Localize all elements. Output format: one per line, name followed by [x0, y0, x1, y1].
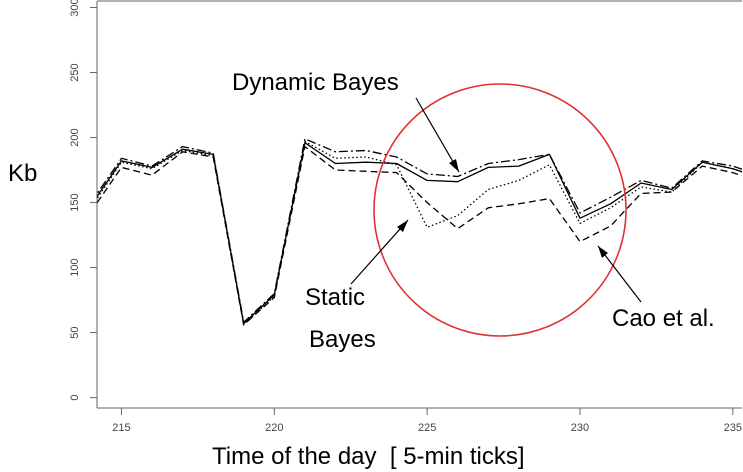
annotation-cao-et-al: Cao et al. — [612, 305, 715, 332]
y-tick-label: 100 — [69, 258, 81, 276]
series-line-solid — [97, 142, 742, 325]
x-tick-label: 225 — [418, 422, 436, 434]
y-tick-label: 50 — [69, 326, 81, 338]
highlight-circle — [373, 83, 627, 337]
arrow-dynamic-bayes — [415, 97, 460, 173]
annotation-dynamic-bayes: Dynamic Bayes — [232, 69, 399, 96]
y-tick-label: 250 — [69, 63, 81, 81]
series-line-dashed — [97, 145, 742, 326]
y-tick-label: 200 — [69, 128, 81, 146]
y-axis-title: Kb — [8, 160, 37, 187]
series-line-dashdot — [97, 138, 742, 323]
series-lines — [97, 138, 742, 326]
plot-area — [96, 0, 742, 409]
arrow-static-bayes — [350, 219, 409, 285]
x-tick-label: 215 — [112, 422, 130, 434]
x-tick-label: 220 — [265, 422, 283, 434]
y-tick-label: 150 — [69, 193, 81, 211]
x-axis: 215 220 225 230 235 — [112, 408, 742, 434]
x-tick-label: 230 — [571, 422, 589, 434]
y-axis: 0 50 100 150 200 250 300 — [69, 0, 97, 401]
arrow-cao-et-al — [597, 245, 642, 303]
y-tick-label: 0 — [69, 395, 81, 401]
annotation-static: Static — [305, 284, 365, 311]
x-tick-label: 235 — [724, 422, 742, 434]
y-tick-label: 300 — [69, 0, 81, 17]
x-axis-title: Time of the day [ 5-min ticks] — [212, 443, 525, 470]
annotation-bayes: Bayes — [309, 326, 376, 353]
